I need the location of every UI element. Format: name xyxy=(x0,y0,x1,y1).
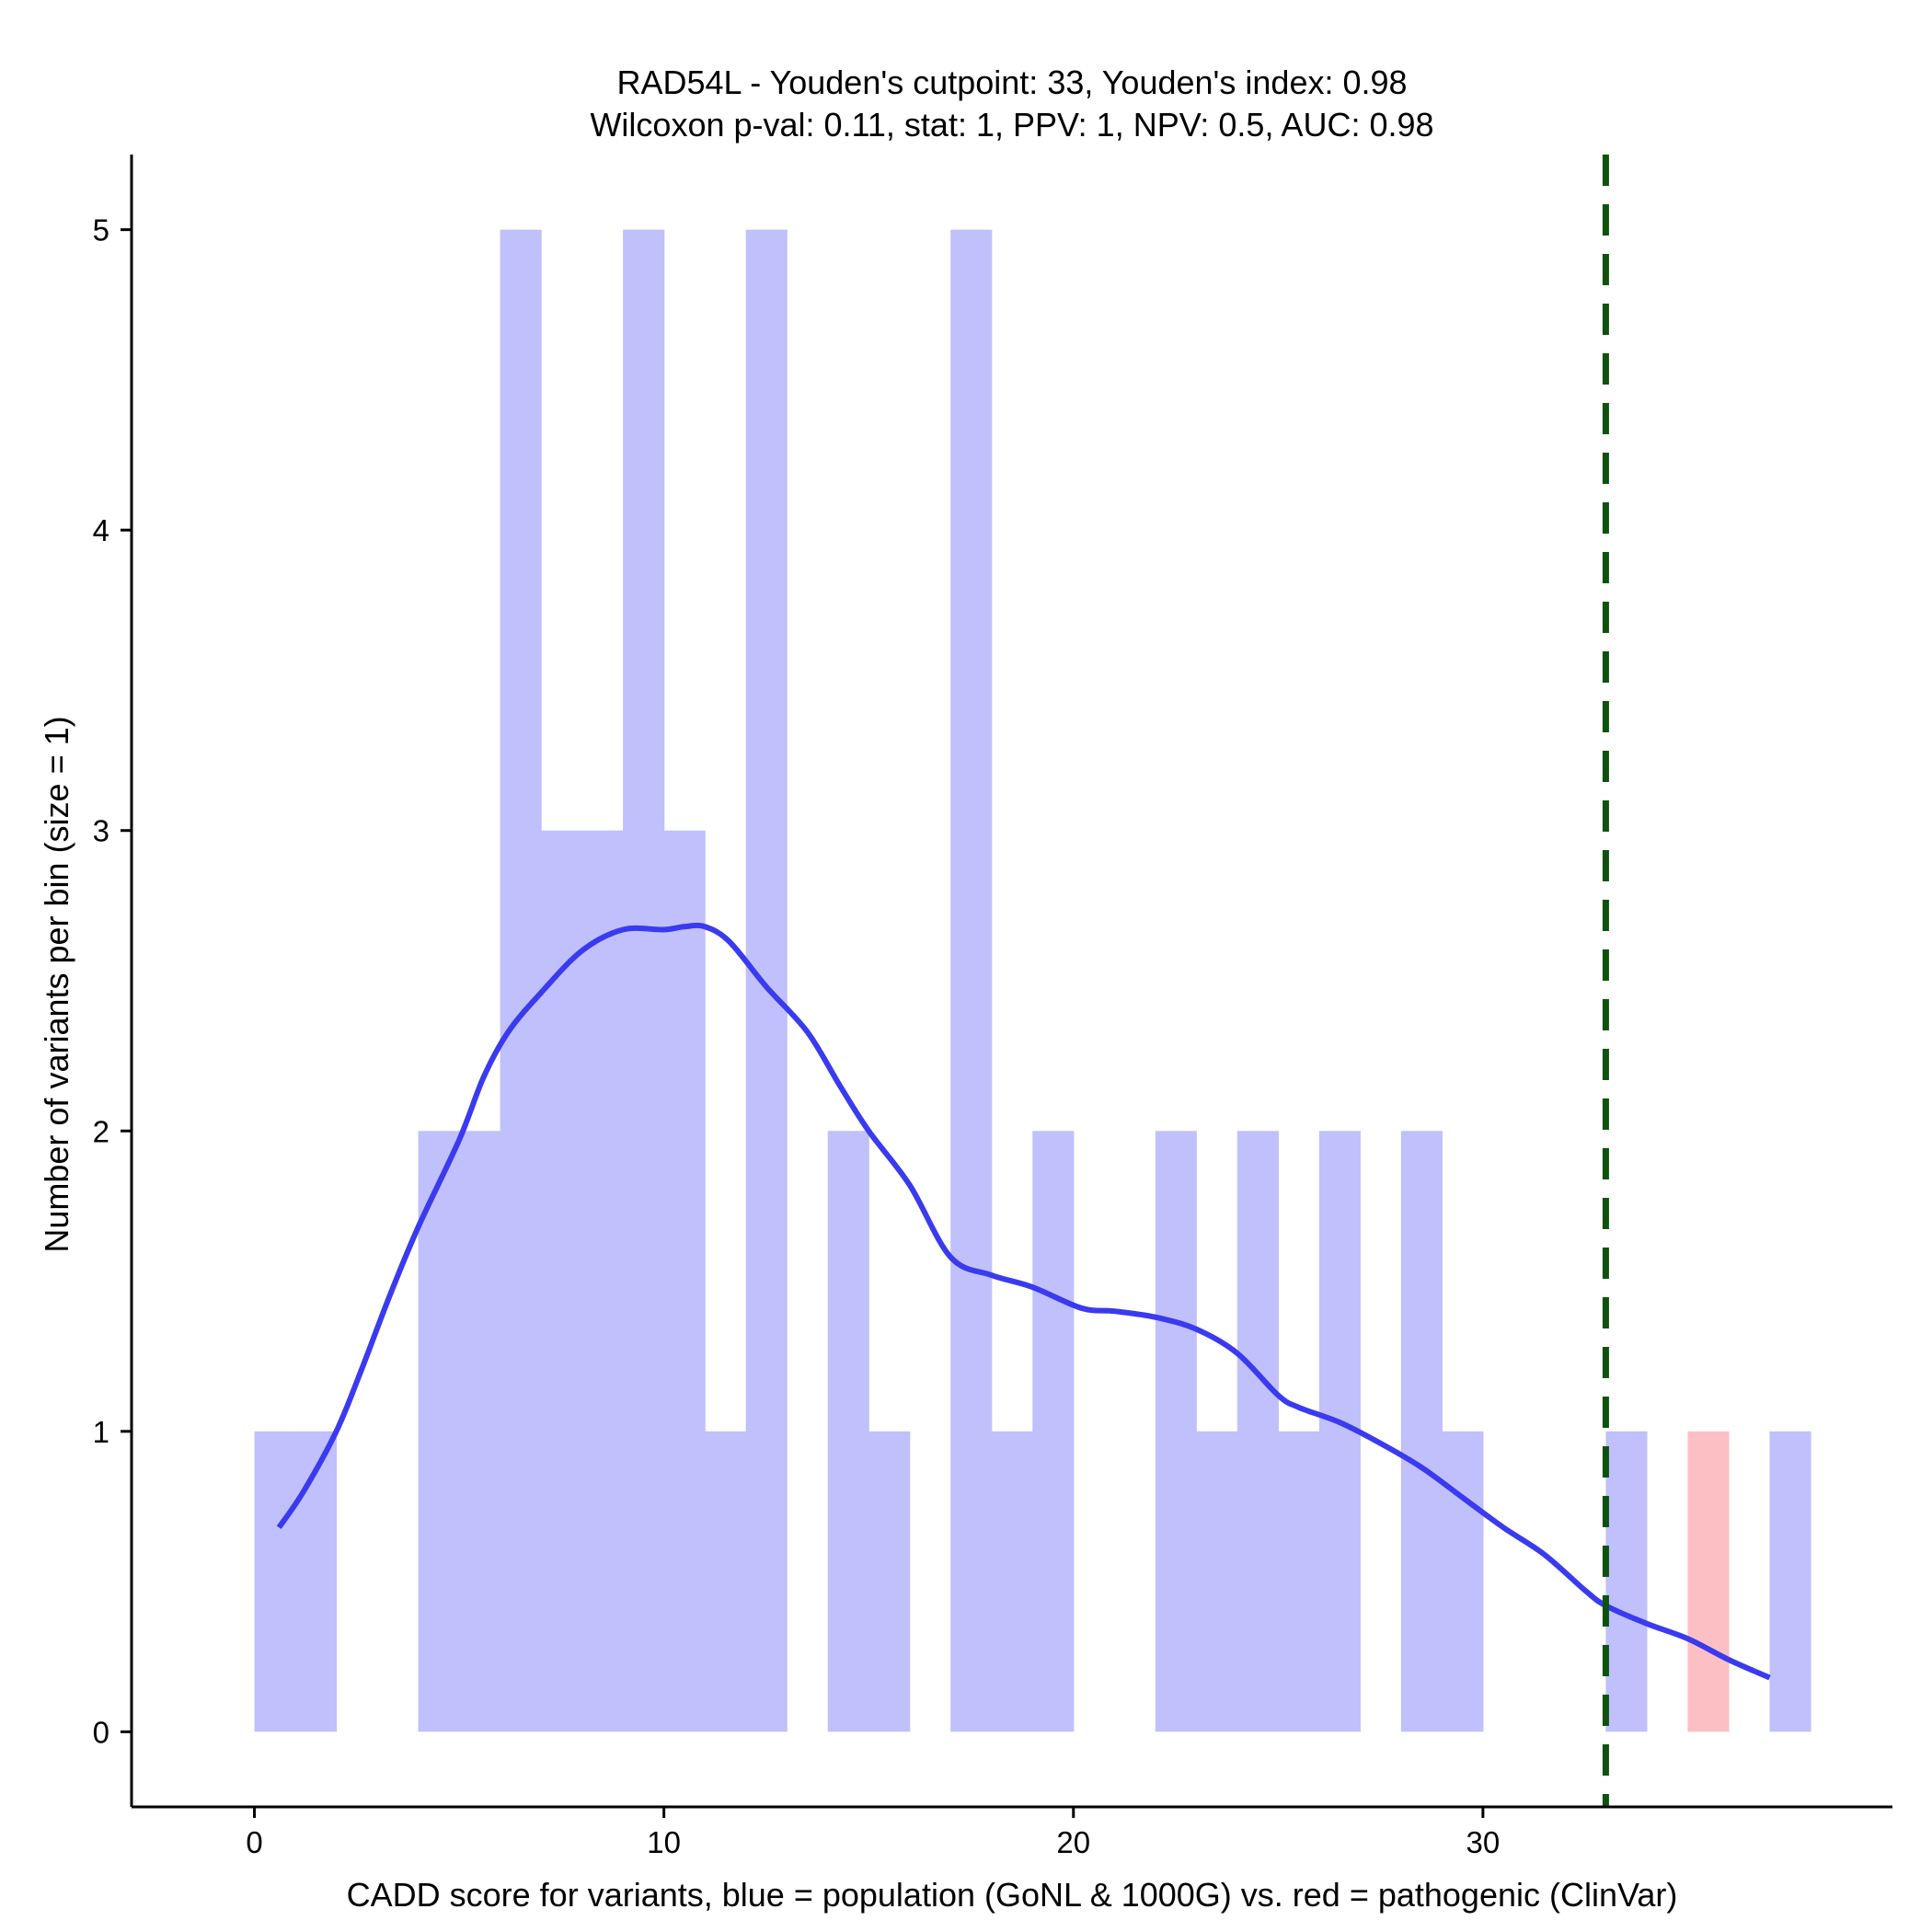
histogram-bar xyxy=(705,1431,747,1732)
x-tick-label: 0 xyxy=(246,1825,262,1859)
chart-title-line-1: RAD54L - Youden's cutpoint: 33, Youden's… xyxy=(616,63,1407,101)
histogram-bar xyxy=(868,1431,911,1732)
histogram-bar xyxy=(1155,1131,1197,1732)
histogram-bar xyxy=(1605,1431,1648,1732)
histogram-bars xyxy=(254,229,1811,1732)
x-axis-label: CADD score for variants, blue = populati… xyxy=(347,1876,1678,1914)
axes xyxy=(130,155,1892,1809)
histogram-bar xyxy=(1687,1431,1730,1732)
histogram-bar xyxy=(418,1131,460,1732)
histogram-bar xyxy=(745,229,788,1732)
histogram-bar xyxy=(1278,1431,1320,1732)
chart-title-line-2: Wilcoxon p-val: 0.11, stat: 1, PPV: 1, N… xyxy=(590,106,1433,144)
y-tick-label: 1 xyxy=(93,1415,109,1449)
histogram-bar xyxy=(459,1131,501,1732)
y-tick-label: 0 xyxy=(93,1715,109,1749)
histogram-bar xyxy=(827,1131,869,1732)
density-curve-group xyxy=(276,922,1771,1681)
histogram-bar xyxy=(623,229,665,1732)
y-tick-label: 3 xyxy=(93,814,109,848)
histogram-bar xyxy=(541,830,583,1732)
histogram-bar xyxy=(1032,1131,1075,1732)
histogram-bar xyxy=(950,229,993,1732)
histogram-bar xyxy=(1769,1431,1811,1732)
histogram-bar xyxy=(663,830,706,1732)
x-tick-label: 20 xyxy=(1056,1825,1090,1859)
y-tick-label: 4 xyxy=(93,513,109,547)
x-tick-label: 30 xyxy=(1466,1825,1501,1859)
histogram-bar xyxy=(1400,1131,1443,1732)
y-tick-label: 5 xyxy=(93,213,109,247)
histogram-bar xyxy=(581,830,624,1732)
histogram-bar xyxy=(991,1431,1033,1732)
y-axis-label: Number of variants per bin (size = 1) xyxy=(38,716,75,1252)
histogram-bar xyxy=(295,1431,338,1732)
y-tick-label: 2 xyxy=(93,1114,109,1148)
histogram-bar xyxy=(1236,1131,1279,1732)
x-tick-label: 10 xyxy=(647,1825,681,1859)
histogram-bar xyxy=(500,229,542,1732)
histogram-bar xyxy=(1196,1431,1238,1732)
histogram-bar xyxy=(254,1431,296,1732)
y-ticks: 0 1 2 3 4 5 xyxy=(93,213,132,1749)
density-curve xyxy=(276,922,1771,1681)
x-ticks: 0 10 20 30 xyxy=(246,1807,1500,1859)
histogram-bar xyxy=(1442,1431,1484,1732)
